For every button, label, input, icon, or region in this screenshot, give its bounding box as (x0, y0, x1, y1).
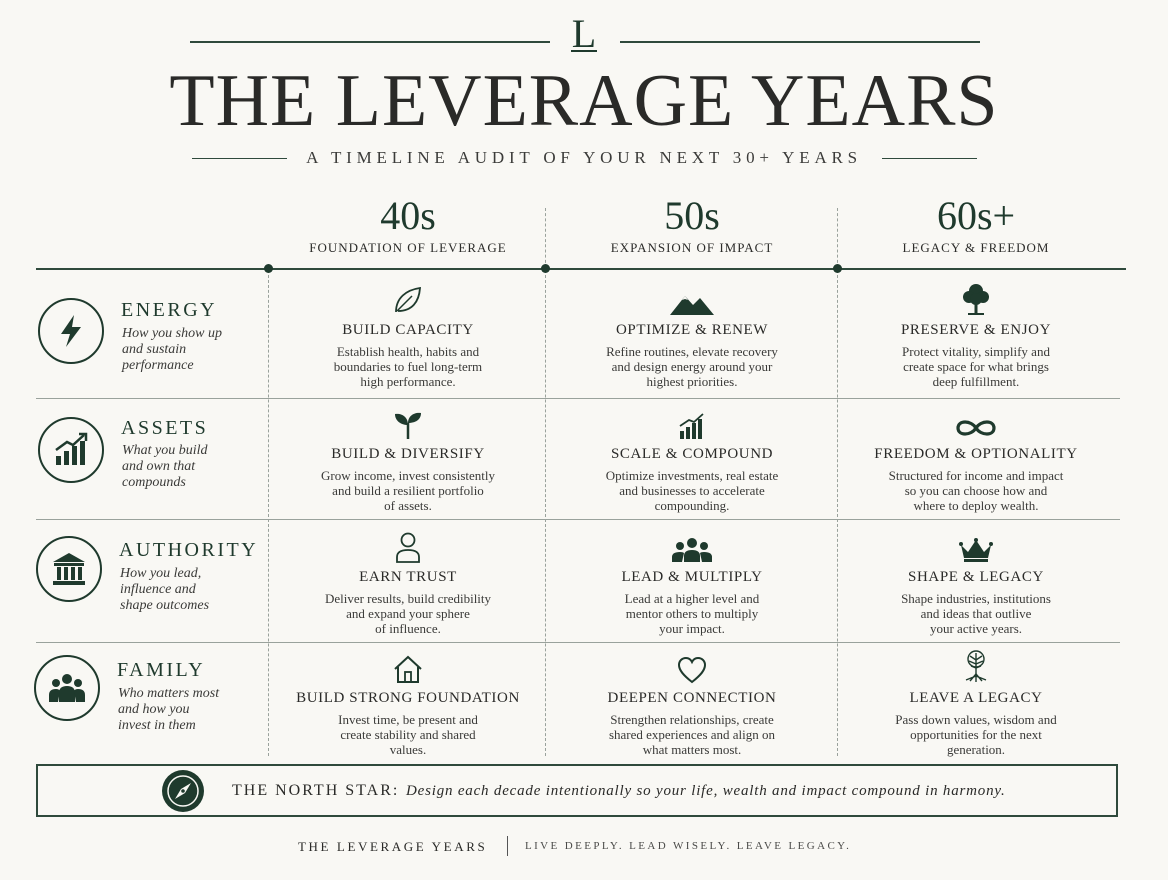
logo-mark: L (570, 11, 598, 56)
column-divider (545, 270, 546, 756)
header-rule-left (190, 41, 550, 43)
north-star-banner: THE NORTH STAR: Design each decade inten… (36, 764, 1118, 817)
header-rule-right (620, 41, 980, 43)
institution-icon (36, 536, 102, 602)
cell-title: DEEPEN CONNECTION (607, 690, 777, 706)
row-desc-assets: What you build and own that compounds (122, 443, 208, 490)
cell-title: LEAD & MULTIPLY (621, 569, 763, 585)
cell-title: OPTIMIZE & RENEW (615, 322, 769, 338)
cell-desc: Optimize investments, real estate and bus… (605, 468, 779, 513)
rooted-tree-icon (965, 650, 987, 682)
heart-icon (677, 656, 707, 684)
cell-energy-50s: OPTIMIZE & RENEW Refine routines, elevat… (546, 282, 838, 389)
decade-50s: 50s EXPANSION OF IMPACT (546, 194, 838, 256)
cell-desc: Refine routines, elevate recovery and des… (606, 344, 778, 389)
cell-desc: Grow income, invest consistently and buil… (320, 468, 496, 513)
person-icon (396, 532, 420, 563)
row-desc-energy: How you show up and sustain performance (122, 326, 222, 373)
family-icon (34, 655, 100, 721)
north-star-label: THE NORTH STAR: (232, 782, 400, 799)
decade-subtitle: EXPANSION OF IMPACT (610, 240, 774, 255)
cell-title: BUILD & DIVERSIFY (331, 446, 485, 462)
page-subtitle: A TIMELINE AUDIT OF YOUR NEXT 30+ YEARS (306, 148, 862, 167)
row-desc-family: Who matters most and how you invest in the… (118, 686, 220, 733)
decade-label: 50s (664, 193, 720, 238)
cell-family-50s: DEEPEN CONNECTION Strengthen relationshi… (546, 650, 838, 757)
row-name-authority: AUTHORITY (119, 539, 259, 561)
cell-title: SHAPE & LEGACY (908, 569, 1044, 585)
tree-icon (963, 284, 989, 315)
cell-desc: Shape industries, institutions and ideas … (901, 591, 1051, 636)
row-name-assets: ASSETS (121, 417, 209, 439)
row-desc-authority: How you lead, influence and shape outcomes (120, 566, 210, 613)
cell-assets-60s: FREEDOM & OPTIONALITY Structured for inc… (838, 406, 1114, 513)
cell-assets-50s: SCALE & COMPOUND Optimize investments, r… (546, 406, 838, 513)
cell-title: BUILD STRONG FOUNDATION (296, 690, 520, 706)
cell-desc: Protect vitality, simplify and create spa… (902, 344, 1050, 389)
north-star-text: Design each decade intentionally so your… (406, 783, 1006, 799)
growth-chart-icon (38, 417, 104, 483)
cell-authority-50s: LEAD & MULTIPLY Lead at a higher level a… (546, 529, 838, 636)
bar-chart-icon (679, 413, 704, 439)
cell-assets-40s: BUILD & DIVERSIFY Grow income, invest co… (270, 406, 546, 513)
timeline-dot (833, 264, 842, 273)
row-divider (36, 519, 1120, 520)
decade-subtitle: LEGACY & FREEDOM (902, 240, 1050, 255)
decade-40s: 40s FOUNDATION OF LEVERAGE (270, 194, 546, 256)
cell-family-40s: BUILD STRONG FOUNDATION Invest time, be … (270, 650, 546, 757)
cell-desc: Pass down values, wisdom and opportunitie… (895, 712, 1057, 757)
decade-label: 60s+ (936, 193, 1016, 238)
sprout-icon (395, 412, 421, 439)
infinity-icon (956, 420, 996, 436)
cell-desc: Structured for income and impact so you c… (888, 468, 1064, 513)
subtitle-rule-right (882, 158, 977, 159)
cell-title: BUILD CAPACITY (342, 322, 474, 338)
cell-title: FREEDOM & OPTIONALITY (874, 446, 1078, 462)
decade-subtitle: FOUNDATION OF LEVERAGE (309, 240, 507, 255)
subtitle-rule-left (192, 158, 287, 159)
footer-brand: THE LEVERAGE YEARS (298, 839, 488, 854)
compass-icon (162, 770, 204, 812)
cell-desc: Deliver results, build credibility and ex… (324, 591, 492, 636)
cell-family-60s: LEAVE A LEGACY Pass down values, wisdom … (838, 650, 1114, 757)
column-divider (268, 270, 269, 756)
footer-separator (507, 836, 508, 856)
header-divider (837, 208, 838, 268)
cell-desc: Invest time, be present and create stabil… (338, 712, 478, 757)
cell-title: LEAVE A LEGACY (909, 690, 1043, 706)
footer-tagline: LIVE DEEPLY. LEAD WISELY. LEAVE LEGACY. (525, 840, 852, 852)
decade-60s: 60s+ LEGACY & FREEDOM (838, 194, 1114, 256)
cell-title: PRESERVE & ENJOY (900, 322, 1052, 338)
decade-label: 40s (380, 193, 436, 238)
leaf-icon (395, 286, 421, 313)
cell-authority-60s: SHAPE & LEGACY Shape industries, institu… (838, 529, 1114, 636)
cell-energy-60s: PRESERVE & ENJOY Protect vitality, simpl… (838, 282, 1114, 389)
cell-authority-40s: EARN TRUST Deliver results, build credib… (270, 529, 546, 636)
header-divider (545, 208, 546, 268)
row-name-energy: ENERGY (121, 299, 218, 321)
cell-desc: Lead at a higher level and mentor others … (624, 591, 760, 636)
cell-title: EARN TRUST (359, 569, 457, 585)
row-name-family: FAMILY (117, 659, 206, 681)
crown-icon (959, 538, 993, 562)
row-divider (36, 642, 1120, 643)
cell-energy-40s: BUILD CAPACITY Establish health, habits … (270, 282, 546, 389)
cell-desc: Establish health, habits and boundaries t… (333, 344, 483, 389)
group-icon (672, 538, 712, 562)
lightning-icon (38, 298, 104, 364)
page-title: THE LEVERAGE YEARS (169, 60, 999, 142)
mountain-icon (670, 296, 714, 315)
cell-title: SCALE & COMPOUND (610, 446, 774, 462)
row-divider (36, 398, 1120, 399)
column-divider (837, 270, 838, 756)
timeline-dot (541, 264, 550, 273)
timeline-dot (264, 264, 273, 273)
timeline-axis (36, 268, 1126, 270)
cell-desc: Strengthen relationships, create shared e… (608, 712, 776, 757)
house-icon (394, 655, 422, 683)
